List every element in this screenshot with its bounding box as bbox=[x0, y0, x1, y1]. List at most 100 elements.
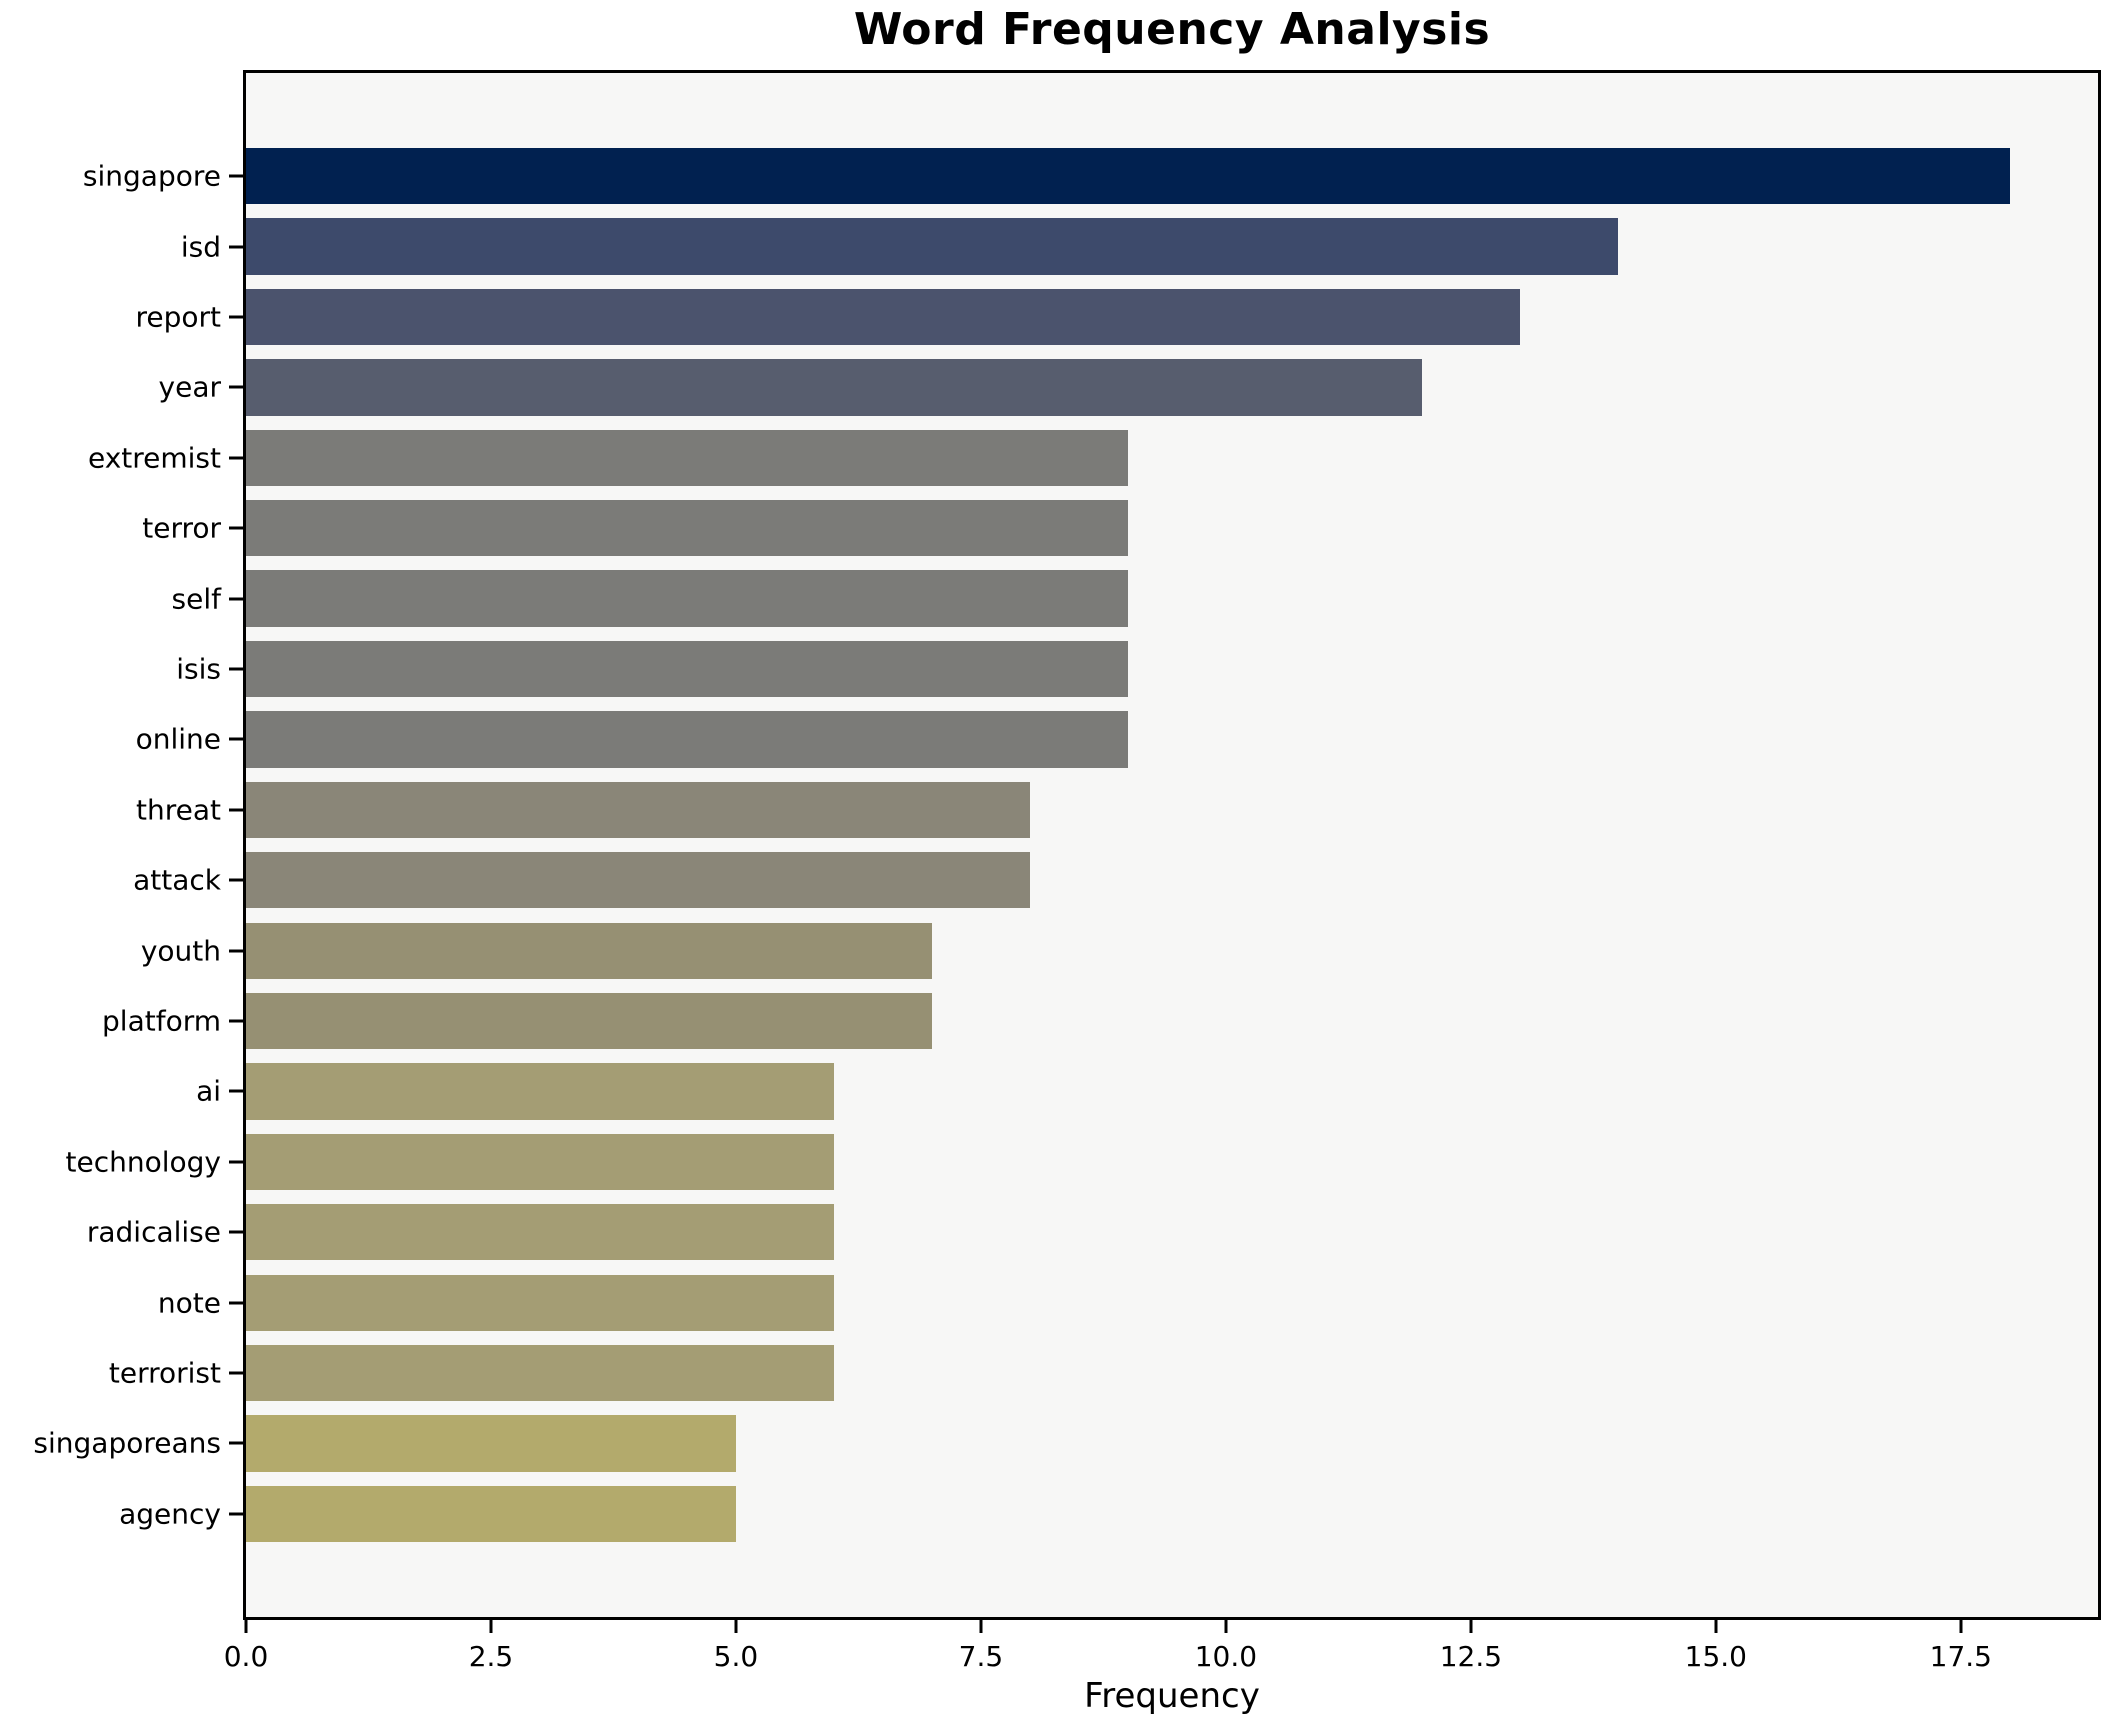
bar-row bbox=[246, 775, 2098, 845]
bar-isis bbox=[246, 640, 1128, 698]
bar-ai bbox=[246, 1063, 834, 1120]
bar-report bbox=[246, 288, 1520, 346]
bar-row bbox=[246, 1479, 2098, 1549]
y-tick-label-youth: youth bbox=[140, 934, 221, 968]
bar-row bbox=[246, 634, 2098, 704]
x-tick-label: 15.0 bbox=[1684, 1640, 1747, 1673]
bar-row bbox=[246, 423, 2098, 493]
y-tick-mark bbox=[229, 1160, 243, 1164]
y-tick-mark bbox=[229, 878, 243, 882]
bar-row bbox=[246, 1408, 2098, 1478]
y-tick-mark bbox=[229, 1301, 243, 1305]
x-tick-label: 5.0 bbox=[713, 1640, 759, 1673]
bar-row bbox=[246, 563, 2098, 633]
y-tick-mark bbox=[229, 667, 243, 671]
bar-technology bbox=[246, 1133, 834, 1191]
bar-terrorist bbox=[246, 1344, 834, 1402]
y-tick-mark bbox=[229, 526, 243, 530]
x-tick-label: 12.5 bbox=[1439, 1640, 1503, 1673]
x-tick-mark bbox=[1469, 1620, 1473, 1633]
bar-row bbox=[246, 1268, 2098, 1338]
y-tick-label-agency: agency bbox=[119, 1497, 221, 1531]
x-tick-mark bbox=[1714, 1620, 1718, 1633]
y-tick-label-singapore: singapore bbox=[82, 159, 221, 193]
x-tick-label: 0.0 bbox=[223, 1640, 269, 1673]
y-tick-label-technology: technology bbox=[65, 1145, 221, 1179]
y-tick-label-ai: ai bbox=[196, 1074, 221, 1108]
y-tick-mark bbox=[229, 1230, 243, 1234]
y-tick-label-isis: isis bbox=[176, 652, 221, 686]
bar-row bbox=[246, 1127, 2098, 1197]
bar-singapore bbox=[246, 148, 2010, 205]
bar-attack bbox=[246, 852, 1030, 909]
x-tick-label: 17.5 bbox=[1929, 1640, 1992, 1673]
y-tick-mark bbox=[229, 315, 243, 319]
chart-title: Word Frequency Analysis bbox=[853, 4, 1491, 55]
y-tick-mark bbox=[229, 949, 243, 953]
y-tick-label-singaporeans: singaporeans bbox=[33, 1426, 221, 1460]
bar-row bbox=[246, 141, 2098, 211]
y-tick-label-terror: terror bbox=[142, 511, 221, 545]
bar-note bbox=[246, 1274, 834, 1331]
bar-terror bbox=[246, 500, 1128, 557]
y-tick-label-isd: isd bbox=[180, 230, 221, 264]
y-tick-mark bbox=[229, 737, 243, 741]
bar-row bbox=[246, 986, 2098, 1056]
y-tick-mark bbox=[229, 808, 243, 812]
bars-container bbox=[246, 141, 2098, 1549]
bar-row bbox=[246, 1197, 2098, 1267]
bar-platform bbox=[246, 992, 932, 1050]
x-tick-mark bbox=[979, 1620, 983, 1633]
bar-youth bbox=[246, 922, 932, 979]
x-tick-label: 10.0 bbox=[1194, 1640, 1258, 1673]
bar-row bbox=[246, 845, 2098, 915]
x-tick-mark bbox=[1224, 1620, 1228, 1633]
y-tick-mark bbox=[229, 1512, 243, 1516]
x-tick-label: 7.5 bbox=[958, 1640, 1004, 1673]
bar-row bbox=[246, 352, 2098, 422]
bar-agency bbox=[246, 1485, 736, 1543]
x-tick-mark bbox=[1959, 1620, 1963, 1633]
y-tick-label-threat: threat bbox=[136, 793, 221, 827]
y-tick-label-platform: platform bbox=[102, 1004, 221, 1038]
bar-self bbox=[246, 570, 1128, 627]
bar-singaporeans bbox=[246, 1415, 736, 1472]
y-tick-mark bbox=[229, 1089, 243, 1093]
bar-isd bbox=[246, 218, 1618, 275]
bar-threat bbox=[246, 781, 1030, 839]
y-tick-mark bbox=[229, 245, 243, 249]
y-tick-mark bbox=[229, 1441, 243, 1445]
x-tick-mark bbox=[489, 1620, 493, 1633]
y-tick-label-report: report bbox=[135, 300, 221, 334]
bar-year bbox=[246, 359, 1422, 416]
y-tick-label-radicalise: radicalise bbox=[86, 1215, 221, 1249]
bar-row bbox=[246, 211, 2098, 281]
y-tick-label-year: year bbox=[158, 370, 221, 404]
bar-row bbox=[246, 493, 2098, 563]
bar-row bbox=[246, 915, 2098, 985]
x-tick-label: 2.5 bbox=[468, 1640, 514, 1673]
y-tick-label-attack: attack bbox=[133, 863, 221, 897]
y-tick-mark bbox=[229, 385, 243, 389]
x-tick-mark bbox=[244, 1620, 248, 1633]
bar-radicalise bbox=[246, 1204, 834, 1261]
bar-row bbox=[246, 282, 2098, 352]
y-tick-label-extremist: extremist bbox=[87, 441, 221, 475]
x-tick-mark bbox=[734, 1620, 738, 1633]
y-tick-mark bbox=[229, 456, 243, 460]
x-axis-label: Frequency bbox=[1084, 1676, 1260, 1716]
bar-extremist bbox=[246, 429, 1128, 486]
plot-area bbox=[243, 70, 2101, 1620]
y-tick-label-terrorist: terrorist bbox=[108, 1356, 221, 1390]
bar-row bbox=[246, 1338, 2098, 1408]
bar-online bbox=[246, 711, 1128, 768]
y-tick-mark bbox=[229, 174, 243, 178]
y-tick-mark bbox=[229, 597, 243, 601]
y-tick-mark bbox=[229, 1019, 243, 1023]
y-tick-label-online: online bbox=[135, 722, 221, 756]
y-tick-label-self: self bbox=[171, 582, 221, 616]
y-tick-mark bbox=[229, 1371, 243, 1375]
y-tick-label-note: note bbox=[157, 1286, 221, 1320]
bar-row bbox=[246, 704, 2098, 774]
